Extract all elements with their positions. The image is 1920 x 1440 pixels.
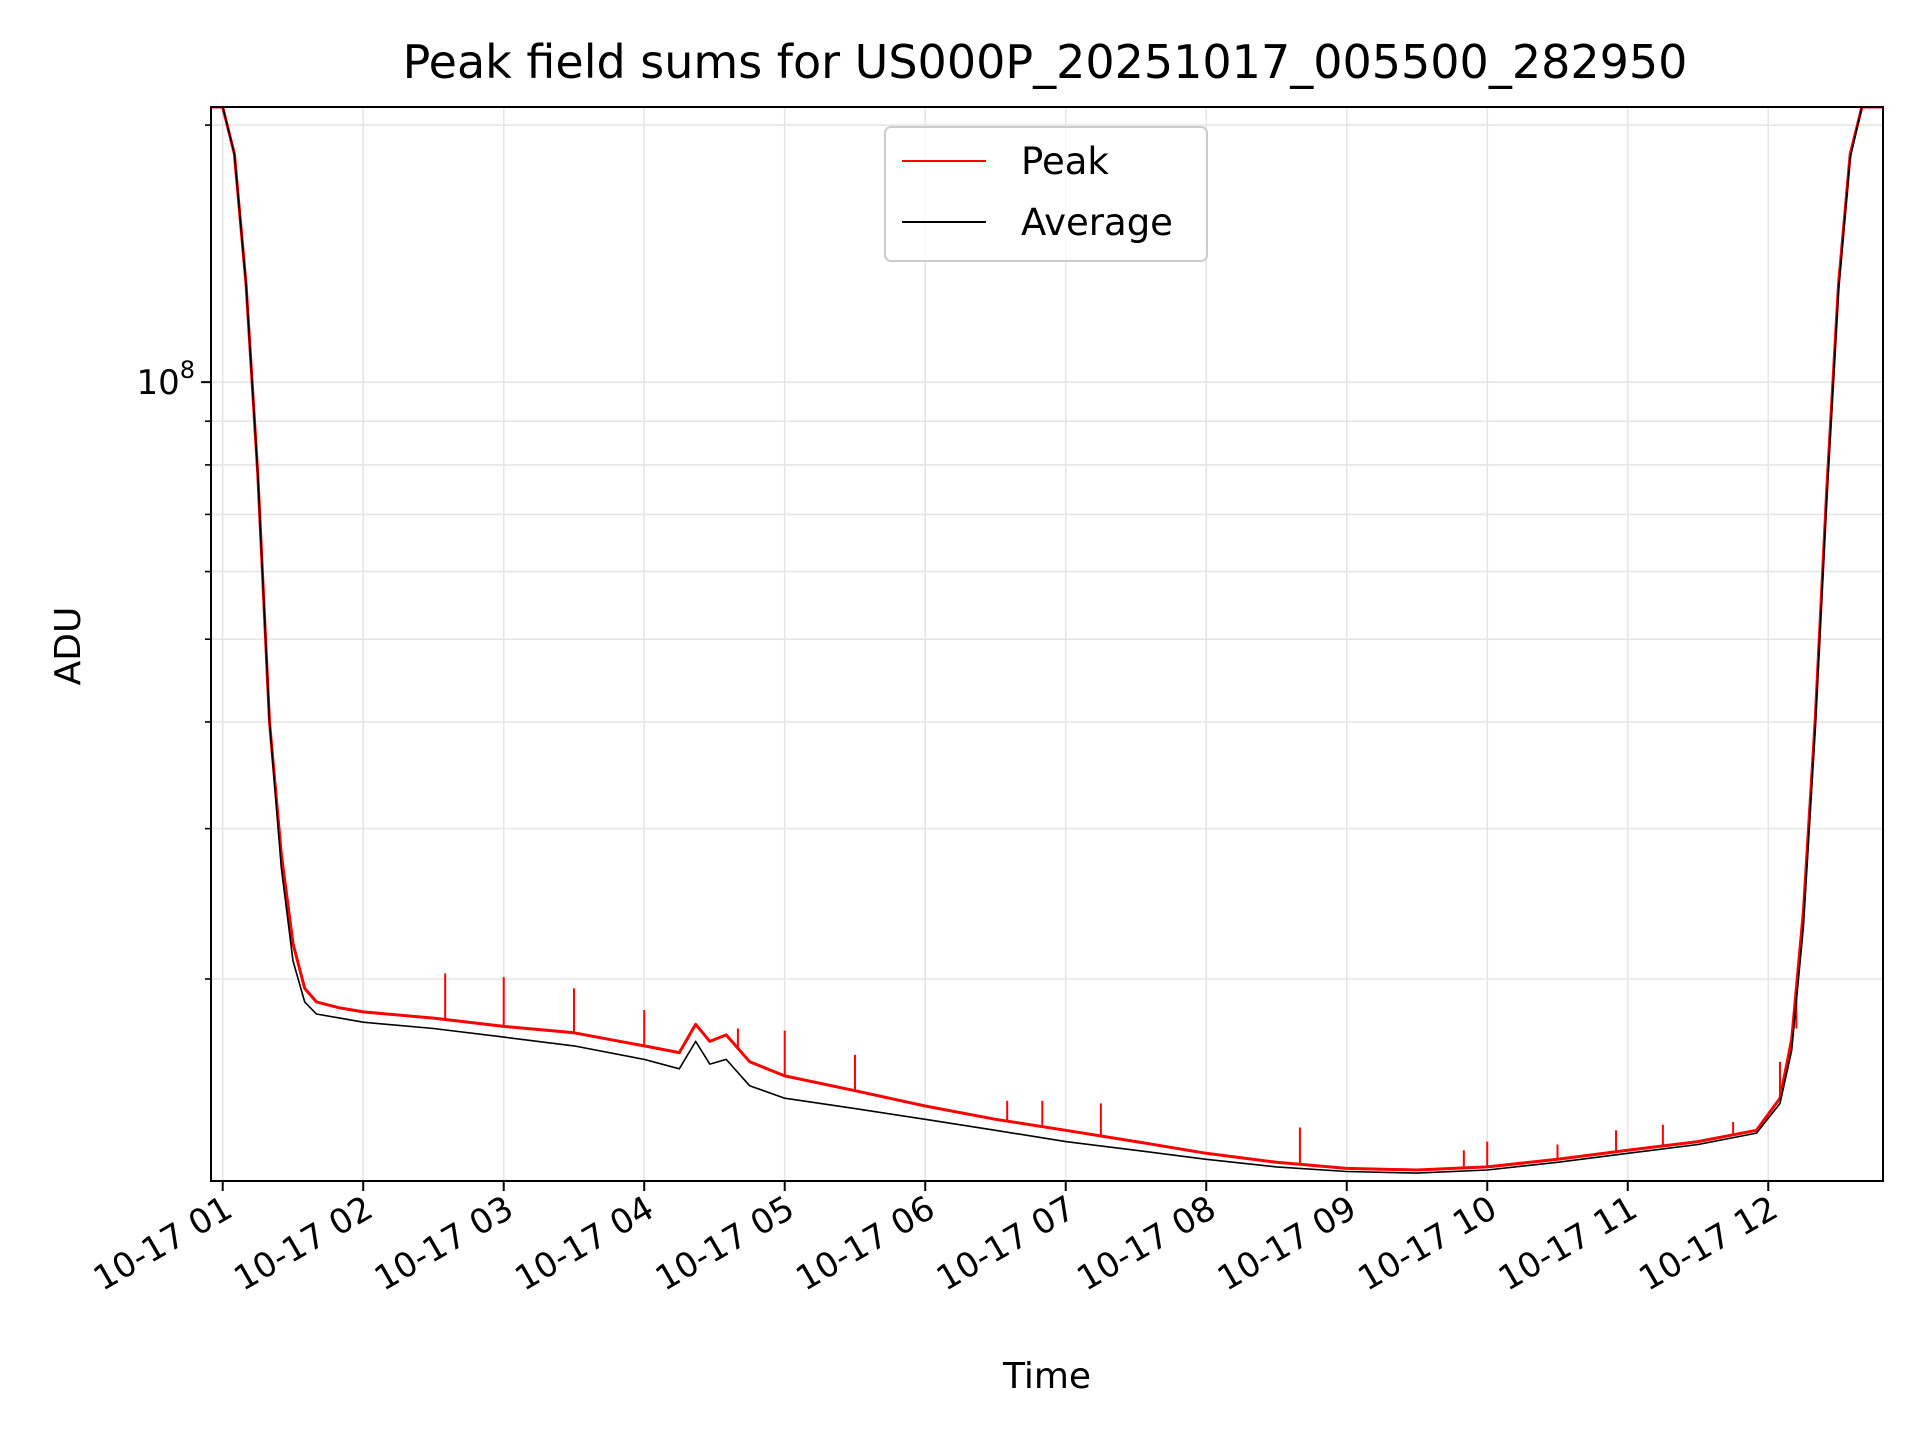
y-tick-label: 108 bbox=[136, 356, 195, 403]
legend: Peak Average bbox=[884, 126, 1208, 262]
legend-label-average: Average bbox=[1021, 201, 1173, 244]
series-line-peak bbox=[211, 107, 1883, 1172]
y-axis: 108 bbox=[136, 124, 211, 980]
y-axis-label: ADU bbox=[48, 607, 89, 686]
x-axis-label: Time bbox=[1002, 1356, 1091, 1397]
grid bbox=[211, 107, 1883, 1181]
legend-label-peak: Peak bbox=[1021, 140, 1109, 183]
axes-frame bbox=[210, 106, 1884, 1182]
plot-area bbox=[211, 107, 1883, 1174]
series-line-average bbox=[211, 107, 1883, 1174]
chart-title: Peak field sums for US000P_20251017_0055… bbox=[403, 35, 1688, 89]
